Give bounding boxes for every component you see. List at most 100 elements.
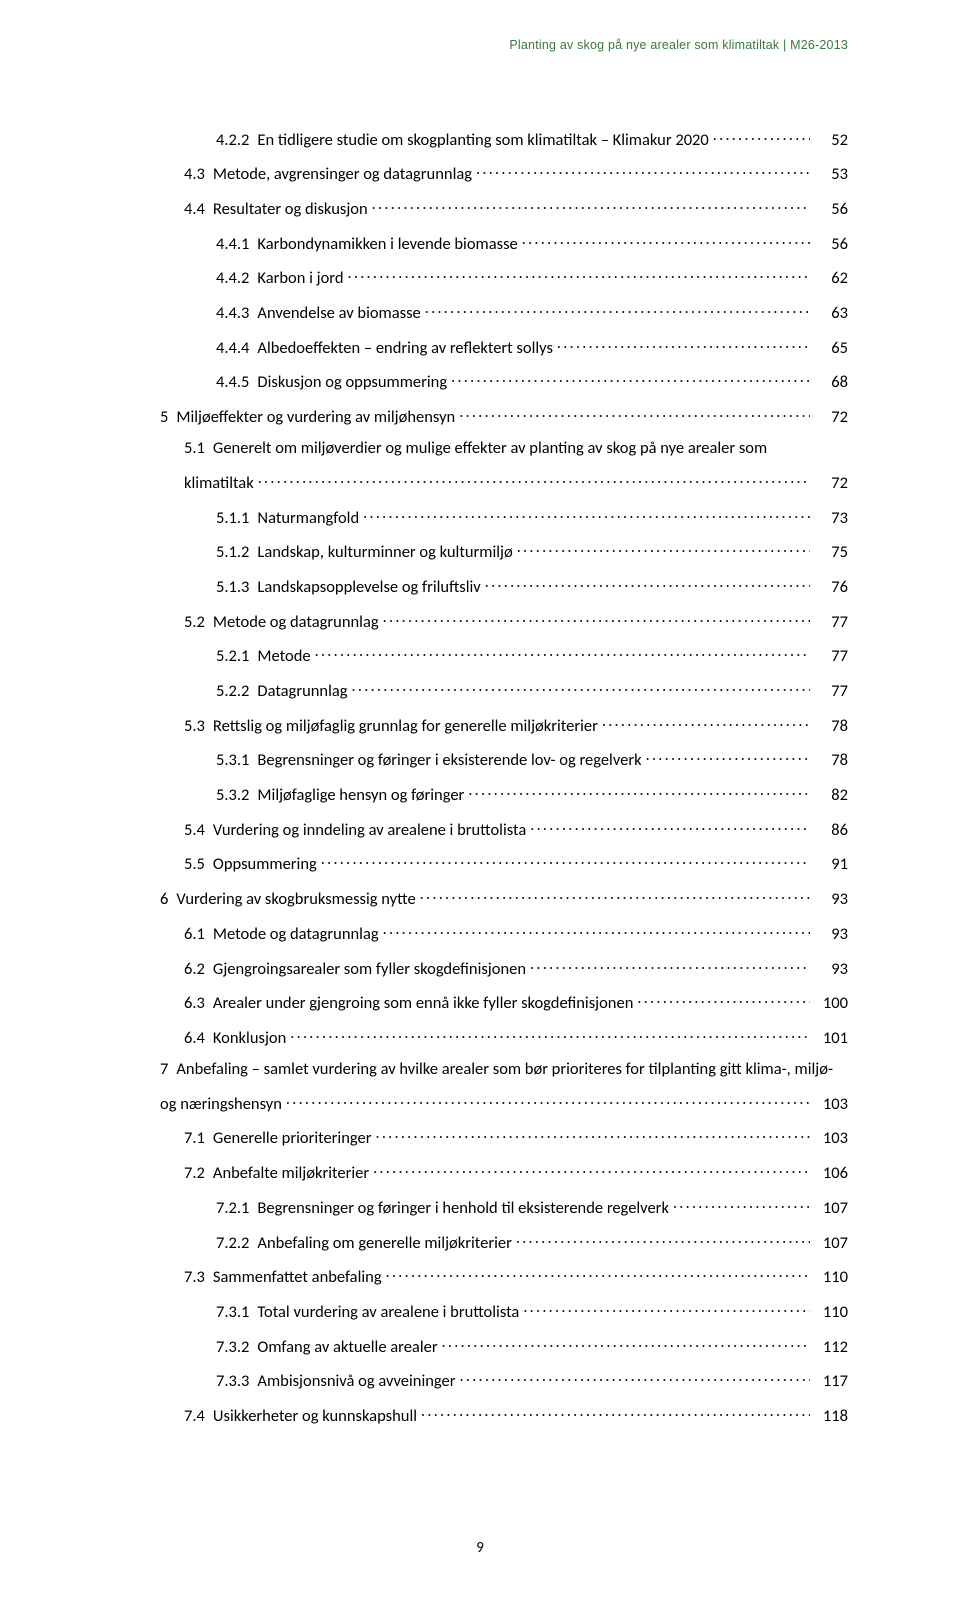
toc-leader xyxy=(530,818,810,835)
toc-entry-page: 72 xyxy=(814,475,848,492)
toc-entry-title: Anbefaling – samlet vurdering av hvilke … xyxy=(176,1061,833,1078)
toc-entry: 5.5Oppsummering91 xyxy=(160,853,848,873)
toc-entry-page: 52 xyxy=(814,132,848,149)
toc-entry-number: 4.4.3 xyxy=(216,305,257,322)
toc-leader xyxy=(421,1404,810,1421)
toc-entry-page: 56 xyxy=(814,201,848,218)
toc-entry-title: Naturmangfold xyxy=(257,510,359,527)
toc-leader xyxy=(258,471,810,488)
toc-entry: 7.3.1Total vurdering av arealene i brutt… xyxy=(160,1300,848,1320)
toc-entry-number: 7.3.1 xyxy=(216,1304,257,1321)
toc-leader xyxy=(386,1266,810,1283)
toc-entry-number: 4.3 xyxy=(184,166,213,183)
toc-entry-page: 103 xyxy=(814,1096,848,1113)
toc-leader xyxy=(637,992,810,1009)
toc-entry-title: Anvendelse av biomasse xyxy=(257,305,420,322)
toc-entry: 6.4Konklusjon 101 xyxy=(160,1026,848,1046)
toc-entry-title: Miljøeffekter og vurdering av miljøhensy… xyxy=(176,409,455,426)
toc-entry-page: 78 xyxy=(814,718,848,735)
toc-entry: 5.3Rettslig og miljøfaglig grunnlag for … xyxy=(160,714,848,734)
toc-entry-title: Datagrunnlag xyxy=(257,683,347,700)
toc-entry-page: 76 xyxy=(814,579,848,596)
toc-entry: 4.4Resultater og diskusjon56 xyxy=(160,197,848,217)
toc-entry-page: 93 xyxy=(814,961,848,978)
running-header: Planting av skog på nye arealer som klim… xyxy=(509,38,848,52)
toc-leader xyxy=(383,610,810,627)
toc-entry: 7.2.1Begrensninger og føringer i henhold… xyxy=(160,1196,848,1216)
toc-entry-number: 5.1.2 xyxy=(216,544,257,561)
toc-entry-page: 82 xyxy=(814,787,848,804)
toc-entry: 7.3.2Omfang av aktuelle arealer112 xyxy=(160,1335,848,1355)
toc-entry-title: Vurdering og inndeling av arealene i bru… xyxy=(213,822,526,839)
toc-entry-title: og næringshensyn xyxy=(160,1096,282,1113)
toc-entry-number: 5.1 xyxy=(184,440,213,457)
toc-entry-number: 5.1.1 xyxy=(216,510,257,527)
toc-leader xyxy=(286,1092,810,1109)
toc-entry-number: 7 xyxy=(160,1061,176,1078)
toc-entry-page: 53 xyxy=(814,166,848,183)
toc-entry: 7.3.3Ambisjonsnivå og avveininger117 xyxy=(160,1370,848,1390)
toc-entry: 4.2.2En tidligere studie om skogplanting… xyxy=(160,128,848,148)
toc-leader xyxy=(425,301,810,318)
toc-entry: 4.4.1Karbondynamikken i levende biomasse… xyxy=(160,232,848,252)
toc-entry-page: 107 xyxy=(814,1200,848,1217)
toc-entry-continuation: og næringshensyn 103 xyxy=(160,1092,848,1112)
toc-entry-page: 101 xyxy=(814,1030,848,1047)
toc-entry-number: 6.1 xyxy=(184,926,213,943)
toc-entry-page: 77 xyxy=(814,683,848,700)
toc-entry-title: Metode og datagrunnlag xyxy=(213,614,379,631)
toc-entry-title: Karbon i jord xyxy=(257,270,343,287)
toc-entry-number: 6.4 xyxy=(184,1030,213,1047)
toc-entry-number: 5.5 xyxy=(184,856,213,873)
toc-entry: 7.2.2Anbefaling om generelle miljøkriter… xyxy=(160,1231,848,1251)
toc-leader xyxy=(290,1026,810,1043)
toc-entry-title: Landskap, kulturminner og kulturmiljø xyxy=(257,544,512,561)
toc-entry: 5.1.3Landskapsopplevelse og friluftsliv7… xyxy=(160,575,848,595)
toc-entry-title: Anbefaling om generelle miljøkriterier xyxy=(257,1235,511,1252)
toc-entry-number: 7.2 xyxy=(184,1165,213,1182)
toc-entry-page: 103 xyxy=(814,1130,848,1147)
toc-entry: 5.3.1Begrensninger og føringer i eksiste… xyxy=(160,749,848,769)
toc-leader xyxy=(352,680,810,697)
toc-leader xyxy=(321,853,810,870)
toc-entry: 4.4.5Diskusjon og oppsummering68 xyxy=(160,371,848,391)
toc-entry-title: Begrensninger og føringer i eksisterende… xyxy=(257,752,641,769)
toc-entry-number: 6.3 xyxy=(184,995,213,1012)
toc-entry-page: 118 xyxy=(814,1408,848,1425)
toc-leader xyxy=(460,1370,810,1387)
toc-entry: 7.2Anbefalte miljøkriterier 106 xyxy=(160,1162,848,1182)
toc-entry-number: 4.4.4 xyxy=(216,340,257,357)
toc-entry-title: Ambisjonsnivå og avveininger xyxy=(257,1373,455,1390)
toc-entry-number: 5.4 xyxy=(184,822,213,839)
toc-entry: 6Vurdering av skogbruksmessig nytte93 xyxy=(160,888,848,908)
toc-entry-number: 7.3 xyxy=(184,1269,213,1286)
toc-entry-page: 107 xyxy=(814,1235,848,1252)
toc-entry-title: Konklusjon xyxy=(213,1030,286,1047)
toc-entry: 5.1.2Landskap, kulturminner og kulturmil… xyxy=(160,541,848,561)
toc-entry-page: 100 xyxy=(814,995,848,1012)
toc-leader xyxy=(468,784,810,801)
toc-entry-title: Sammenfattet anbefaling xyxy=(213,1269,382,1286)
toc-entry-page: 117 xyxy=(814,1373,848,1390)
toc-entry: 7.4Usikkerheter og kunnskapshull118 xyxy=(160,1404,848,1424)
toc-entry-page: 93 xyxy=(814,891,848,908)
toc-entry-title: Miljøfaglige hensyn og føringer xyxy=(257,787,464,804)
toc-entry-page: 63 xyxy=(814,305,848,322)
toc-entry-number: 5.2.1 xyxy=(216,648,257,665)
toc-entry-page: 68 xyxy=(814,374,848,391)
toc-entry-page: 62 xyxy=(814,270,848,287)
toc-leader xyxy=(522,232,810,249)
toc-leader xyxy=(383,922,810,939)
toc-entry-page: 106 xyxy=(814,1165,848,1182)
toc-entry: 4.4.2Karbon i jord62 xyxy=(160,267,848,287)
toc-leader xyxy=(557,336,810,353)
toc-entry-title: Karbondynamikken i levende biomasse xyxy=(257,236,517,253)
toc-leader xyxy=(517,541,810,558)
toc-entry: 4.4.4Albedoeffekten – endring av reflekt… xyxy=(160,336,848,356)
toc-leader xyxy=(348,267,810,284)
toc-entry-page: 73 xyxy=(814,510,848,527)
toc-leader xyxy=(442,1335,810,1352)
toc-leader xyxy=(315,645,810,662)
toc-leader xyxy=(602,714,810,731)
toc-entry-title: Anbefalte miljøkriterier xyxy=(213,1165,369,1182)
